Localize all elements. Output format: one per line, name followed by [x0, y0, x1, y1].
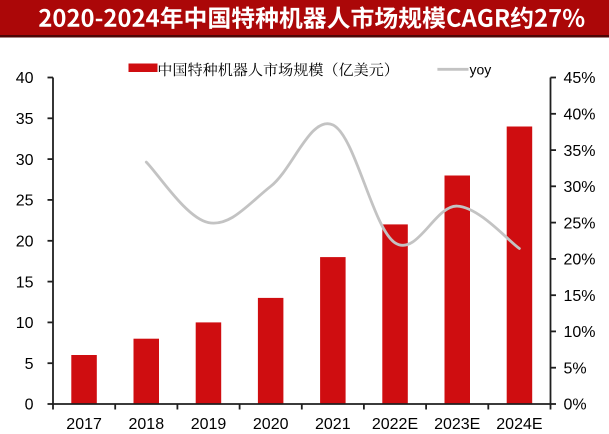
svg-text:25%: 25%: [564, 215, 596, 232]
svg-text:45%: 45%: [564, 70, 596, 87]
svg-text:30%: 30%: [564, 179, 596, 196]
svg-text:2018: 2018: [129, 416, 165, 433]
svg-text:25: 25: [16, 193, 34, 210]
svg-text:40%: 40%: [564, 107, 596, 124]
svg-text:5%: 5%: [564, 360, 587, 377]
svg-text:yoy: yoy: [470, 62, 492, 78]
svg-text:2019: 2019: [191, 416, 227, 433]
svg-text:10: 10: [16, 315, 34, 332]
svg-text:0: 0: [25, 397, 34, 414]
svg-text:30: 30: [16, 152, 34, 169]
svg-text:15%: 15%: [564, 288, 596, 305]
svg-text:2022E: 2022E: [372, 416, 418, 433]
svg-text:2021: 2021: [315, 416, 351, 433]
svg-text:35: 35: [16, 111, 34, 128]
svg-text:10%: 10%: [564, 324, 596, 341]
svg-text:2023E: 2023E: [434, 416, 480, 433]
svg-text:2024E: 2024E: [496, 416, 542, 433]
svg-text:0%: 0%: [564, 397, 587, 414]
svg-text:40: 40: [16, 70, 34, 87]
svg-text:35%: 35%: [564, 143, 596, 160]
svg-text:2017: 2017: [66, 416, 102, 433]
svg-text:15: 15: [16, 274, 34, 291]
svg-text:20: 20: [16, 233, 34, 250]
svg-text:20%: 20%: [564, 252, 596, 269]
svg-text:5: 5: [25, 356, 34, 373]
svg-text:2020: 2020: [253, 416, 289, 433]
